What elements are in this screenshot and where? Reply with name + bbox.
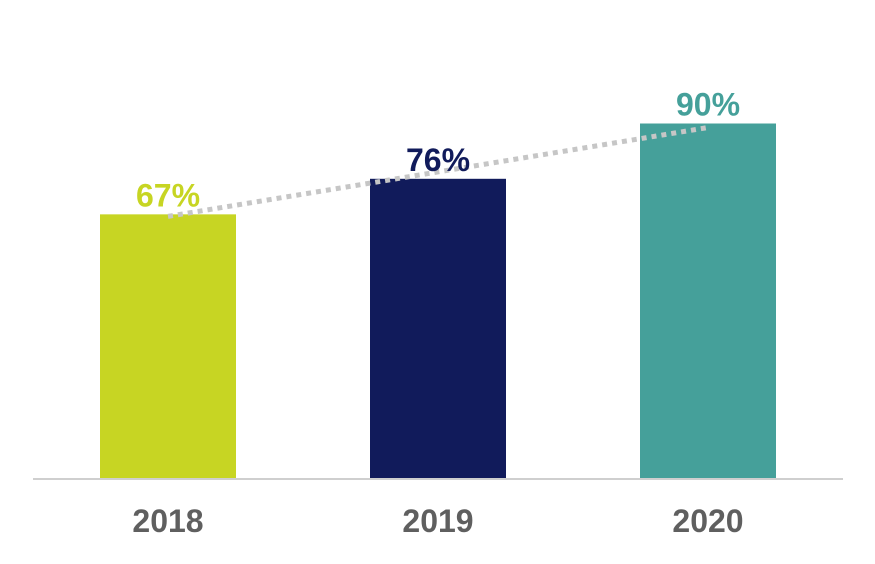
x-tick-label-2019: 2019	[402, 503, 473, 539]
x-tick-labels-layer: 2018 2019 2020	[132, 503, 743, 539]
data-labels-layer: 67% 76% 90%	[136, 87, 740, 214]
bar-2020	[640, 123, 776, 479]
data-label-2020: 90%	[676, 87, 740, 123]
data-label-2019: 76%	[406, 142, 470, 178]
bar-2018	[100, 214, 236, 479]
trendline-layer	[167, 125, 709, 219]
data-label-2018: 67%	[136, 177, 200, 213]
bars-layer	[100, 123, 776, 480]
x-tick-label-2020: 2020	[672, 503, 743, 539]
x-tick-label-2018: 2018	[132, 503, 203, 539]
trendline	[167, 125, 709, 219]
bar-2019	[370, 178, 506, 480]
